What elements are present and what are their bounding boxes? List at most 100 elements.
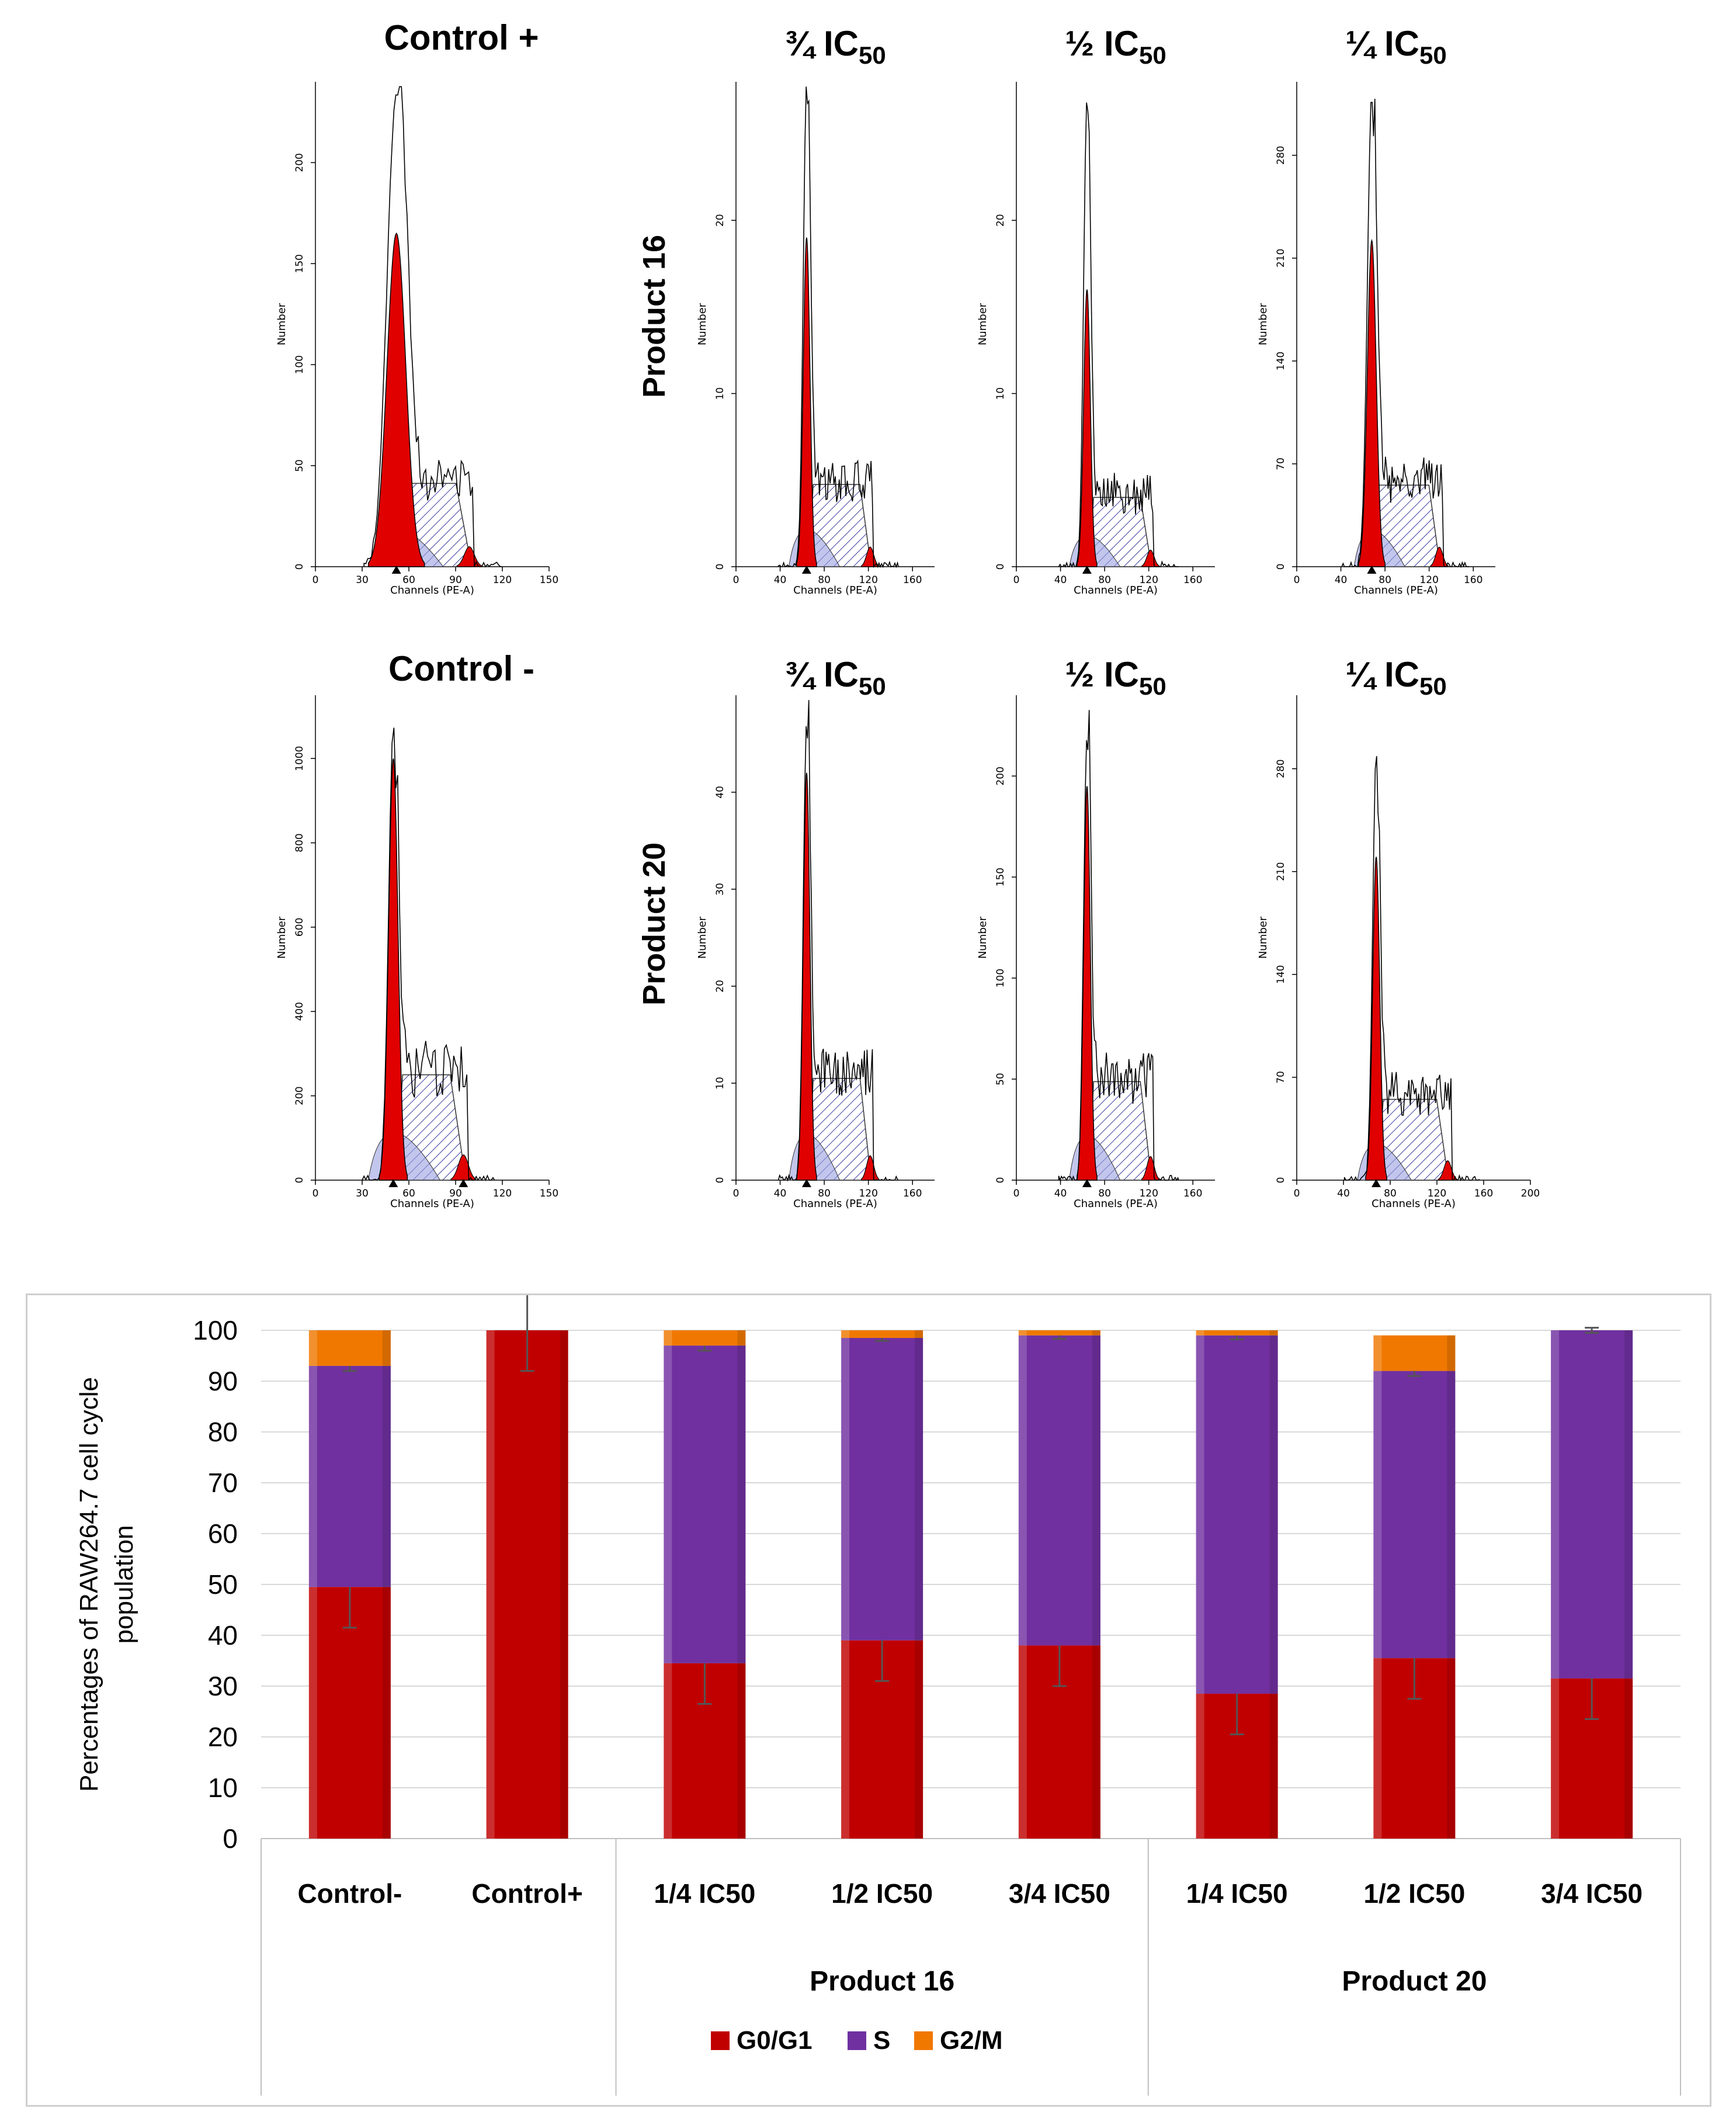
x-tick-label: 150 bbox=[540, 574, 558, 586]
bar-shade bbox=[1092, 1645, 1100, 1839]
x-tick-label: 30 bbox=[356, 574, 369, 586]
x-tick-label: 80 bbox=[818, 574, 831, 586]
y-axis-label: Number bbox=[977, 303, 989, 345]
y-tick-label: 30 bbox=[714, 883, 726, 896]
x-tick-label: 160 bbox=[1183, 574, 1202, 586]
category-label: 1/2 IC50 bbox=[1363, 1878, 1465, 1909]
title-p16-14-sub: 50 bbox=[1419, 41, 1447, 69]
y-axis-label-line2: population bbox=[110, 1525, 138, 1643]
category-label: 1/4 IC50 bbox=[654, 1878, 755, 1909]
y-tick-label: 0 bbox=[714, 564, 726, 570]
title-p16-34-text: ¾ IC bbox=[784, 24, 859, 63]
title-p20-34-text: ¾ IC bbox=[784, 655, 859, 694]
raw-data-outline bbox=[363, 86, 502, 568]
bar-g2m bbox=[664, 1330, 746, 1346]
histogram-control-minus: 0 200 400 600 800 1000 0 30 60 90 120 150 Channels (… bbox=[269, 689, 584, 1215]
bar-g2m bbox=[1018, 1330, 1100, 1336]
y-tick-label: 20 bbox=[714, 214, 726, 227]
histogram-svg-p16-34: 0 10 20 0 40 80 120 160 Channels (PE-A) Number bbox=[696, 82, 935, 596]
bar-shade bbox=[1624, 1678, 1633, 1839]
bar-highlight bbox=[486, 1330, 495, 1839]
raw-data-outline bbox=[777, 700, 899, 1182]
y-tick-label: 280 bbox=[1275, 759, 1287, 778]
x-axis-label: Channels (PE-A) bbox=[1074, 1198, 1158, 1210]
bar-g2m bbox=[308, 1330, 391, 1366]
bar-highlight bbox=[308, 1365, 317, 1587]
y-tick-label: 20 bbox=[714, 980, 726, 993]
title-p16-12-sub: 50 bbox=[1139, 41, 1166, 69]
y-tick-label: 0 bbox=[1275, 564, 1287, 570]
bar-shade bbox=[382, 1365, 391, 1587]
x-axis-label: Channels (PE-A) bbox=[390, 584, 474, 596]
x-axis-label: Channels (PE-A) bbox=[1354, 584, 1438, 596]
y-tick-label: 1000 bbox=[294, 746, 305, 771]
x-tick-label: 0 bbox=[313, 1188, 319, 1199]
bar-highlight bbox=[1018, 1335, 1027, 1646]
bar-shade bbox=[1447, 1371, 1456, 1659]
stacked-bar-svg: 0 10 20 30 40 50 60 70 80 90 100 Percentages of RAW… bbox=[75, 1295, 1681, 2096]
product-16-label: Product 16 bbox=[637, 234, 672, 398]
bar-highlight bbox=[1196, 1694, 1204, 1839]
bar-shade bbox=[915, 1338, 923, 1641]
y-tick-label: 200 bbox=[995, 767, 1006, 785]
histogram-svg-control-plus: 0 50 100 150 200 0 30 60 90 120 150 Channels (PE-A)… bbox=[276, 82, 558, 596]
bar-highlight bbox=[1551, 1330, 1560, 1678]
y-tick-label: 0 bbox=[995, 1177, 1006, 1184]
y-tick-label: 90 bbox=[208, 1366, 238, 1396]
bar-shade bbox=[1447, 1335, 1456, 1371]
y-axis-label: Number bbox=[696, 303, 709, 345]
bar-highlight bbox=[1196, 1335, 1204, 1694]
bar-s bbox=[308, 1365, 391, 1587]
category-label: 3/4 IC50 bbox=[1541, 1878, 1643, 1909]
g1-peak bbox=[796, 237, 817, 567]
x-tick-label: 40 bbox=[1054, 574, 1067, 586]
bar-highlight bbox=[308, 1587, 317, 1839]
peak-marker bbox=[801, 566, 811, 574]
bar-highlight bbox=[664, 1663, 672, 1839]
histogram-svg-p16-12: 0 10 20 0 40 80 120 160 Channels (PE-A) Number bbox=[977, 82, 1215, 596]
g1-peak bbox=[367, 232, 425, 567]
legend-swatch bbox=[711, 2031, 730, 2050]
x-tick-label: 40 bbox=[774, 574, 787, 586]
title-p16-12: ½ IC50 bbox=[999, 23, 1232, 70]
peak-marker bbox=[388, 1179, 398, 1187]
x-axis-label: Channels (PE-A) bbox=[1372, 1198, 1456, 1210]
bar-g2m bbox=[1196, 1330, 1278, 1336]
x-tick-label: 40 bbox=[1337, 1188, 1350, 1199]
bar-s bbox=[1373, 1371, 1456, 1659]
peak-marker bbox=[391, 566, 401, 574]
bar-shade bbox=[382, 1587, 391, 1839]
category-label: 3/4 IC50 bbox=[1009, 1878, 1110, 1909]
bar-shade bbox=[737, 1663, 746, 1839]
g1-peak bbox=[1365, 856, 1387, 1181]
bar-highlight bbox=[664, 1330, 672, 1346]
bar-s bbox=[1196, 1335, 1278, 1694]
x-tick-label: 80 bbox=[1098, 1188, 1111, 1199]
histogram-svg-control-minus: 0 200 400 600 800 1000 0 30 60 90 120 150 Channels (… bbox=[276, 695, 558, 1210]
x-axis-label: Channels (PE-A) bbox=[390, 1198, 474, 1210]
bar-highlight bbox=[1018, 1645, 1027, 1839]
y-tick-label: 0 bbox=[714, 1177, 726, 1184]
x-tick-label: 0 bbox=[1013, 574, 1020, 586]
x-tick-label: 160 bbox=[1474, 1188, 1493, 1199]
x-tick-label: 160 bbox=[903, 1188, 922, 1199]
bar-shade bbox=[382, 1330, 391, 1366]
histogram-p16-12: 0 10 20 0 40 80 120 160 Channels (PE-A) Number bbox=[970, 76, 1250, 602]
title-p16-14: ¼ IC50 bbox=[1279, 23, 1513, 70]
y-tick-label: 80 bbox=[208, 1417, 238, 1447]
stacked-bar-chart: 0 10 20 30 40 50 60 70 80 90 100 Percentages of RAW… bbox=[26, 1293, 1711, 2107]
y-tick-label: 30 bbox=[208, 1671, 238, 1701]
bar-highlight bbox=[1373, 1371, 1382, 1659]
x-axis-label: Channels (PE-A) bbox=[793, 1198, 877, 1210]
bar-highlight bbox=[308, 1330, 317, 1366]
y-tick-label: 70 bbox=[1275, 457, 1287, 470]
histogram-p20-34: 0 10 20 30 40 0 40 80 120 160 Channels (PE-A) Numbe… bbox=[689, 689, 970, 1215]
legend-label: G2/M bbox=[940, 2026, 1003, 2055]
title-p16-34: ¾ IC50 bbox=[718, 23, 952, 70]
peak-marker bbox=[801, 1179, 811, 1187]
bar-g2m bbox=[841, 1330, 923, 1338]
bar-s bbox=[841, 1338, 923, 1641]
g1-peak bbox=[1077, 289, 1098, 567]
y-tick-label: 70 bbox=[208, 1468, 238, 1498]
y-tick-label: 140 bbox=[1275, 352, 1287, 370]
